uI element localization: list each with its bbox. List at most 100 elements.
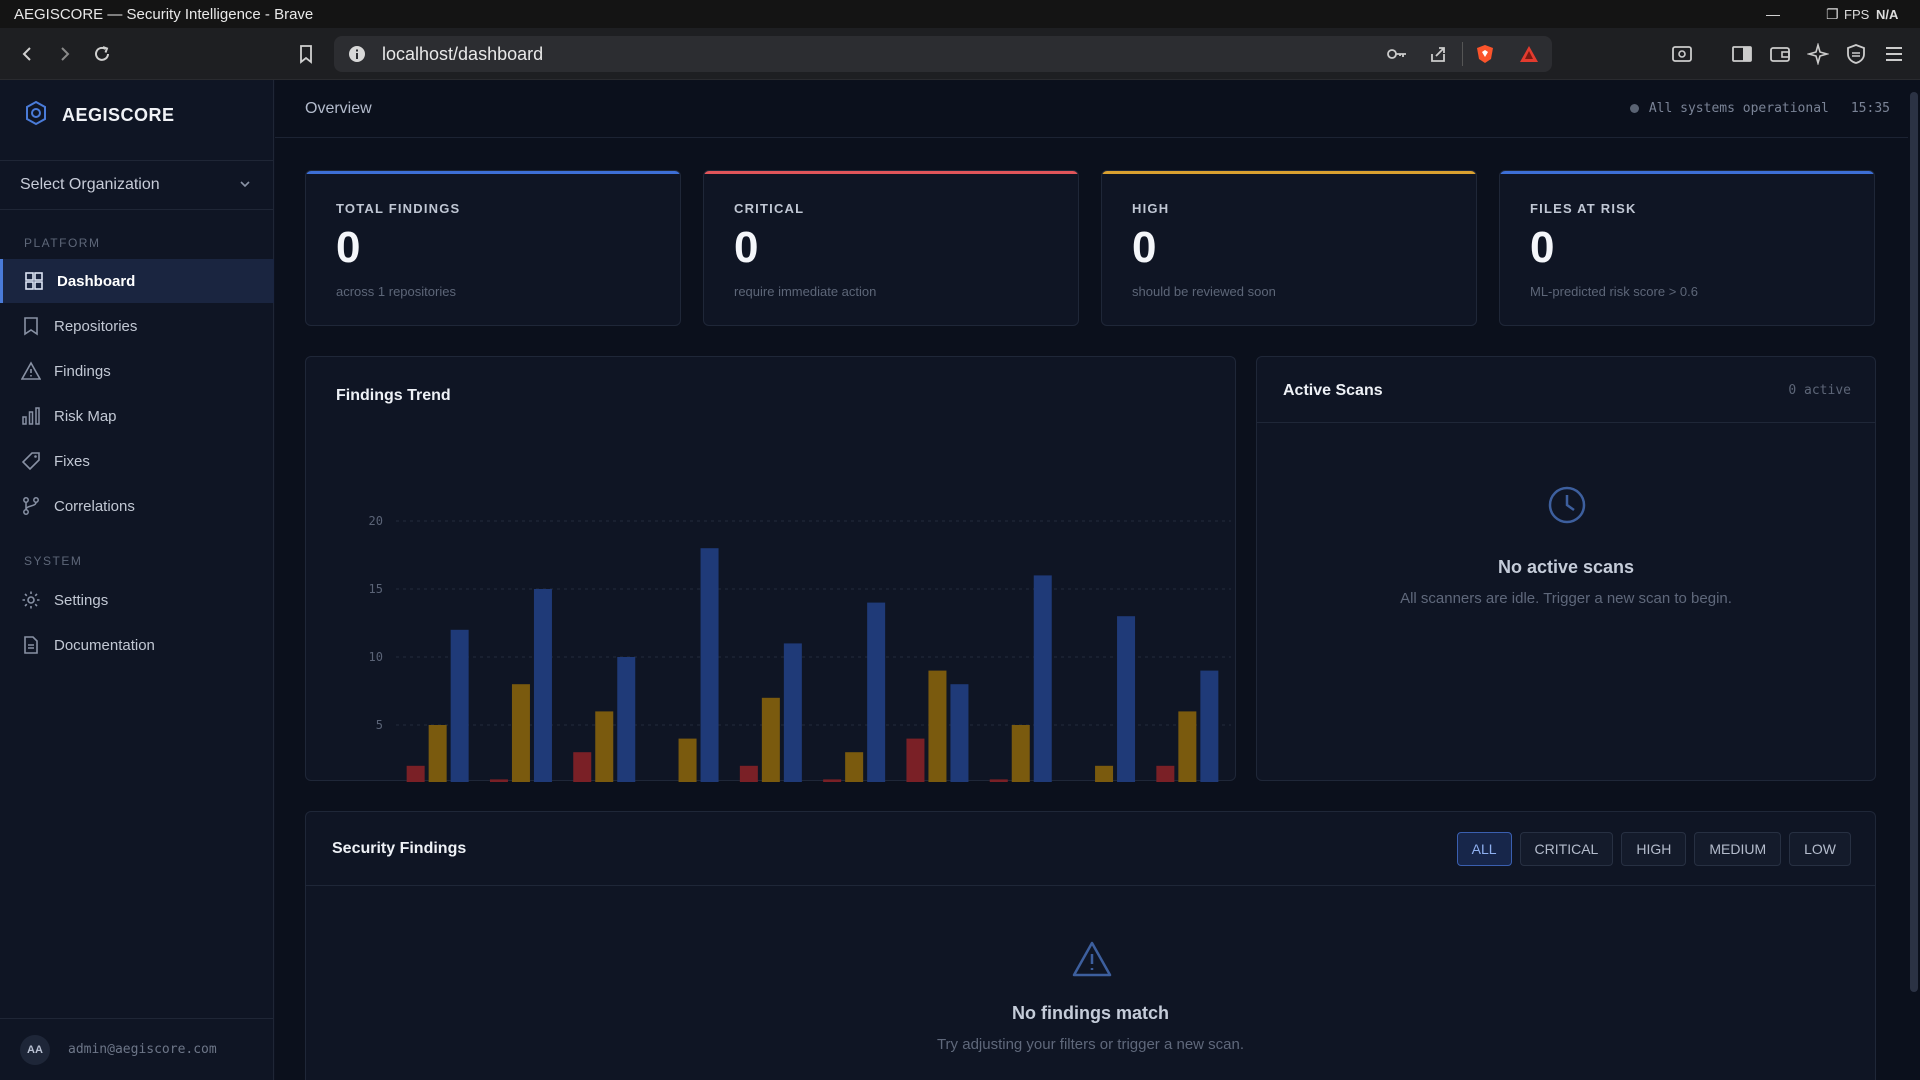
sidebar-item-repositories[interactable]: Repositories (0, 304, 274, 348)
bar[interactable] (1156, 765, 1175, 782)
user-email: admin@aegiscore.com (68, 1042, 217, 1057)
bar[interactable] (428, 725, 447, 782)
filter-low-button[interactable]: LOW (1789, 832, 1851, 866)
fps-value: N/A (1876, 6, 1899, 22)
bar[interactable] (989, 779, 1008, 782)
bar[interactable] (573, 752, 592, 782)
filter-all-button[interactable]: ALL (1456, 832, 1512, 866)
sidebar-item-label: Risk Map (54, 407, 117, 425)
bar[interactable] (928, 670, 947, 782)
filter-high-button[interactable]: HIGH (1621, 832, 1687, 866)
bar[interactable] (783, 643, 802, 782)
leo-icon[interactable] (1802, 38, 1834, 70)
bar[interactable] (1095, 765, 1114, 782)
bar[interactable] (739, 765, 758, 782)
stat-label: FILES AT RISK (1530, 201, 1637, 216)
sidebar-item-risk-map[interactable]: Risk Map (0, 394, 274, 438)
url-text[interactable]: localhost/dashboard (382, 43, 544, 64)
reader-icon[interactable] (1666, 38, 1698, 70)
bar[interactable] (678, 738, 697, 782)
org-select[interactable]: Select Organization (0, 160, 274, 210)
stat-accent (704, 171, 1078, 174)
bar[interactable] (823, 779, 842, 782)
sidebar-item-settings[interactable]: Settings (0, 578, 274, 622)
bar[interactable] (867, 602, 886, 782)
filter-medium-button[interactable]: MEDIUM (1694, 832, 1782, 866)
security-findings-title: Security Findings (332, 840, 467, 857)
wallet-icon[interactable] (1764, 38, 1796, 70)
stat-accent (1500, 171, 1874, 174)
stat-value: 0 (1132, 223, 1157, 272)
bar[interactable] (1033, 575, 1052, 782)
address-bar[interactable]: localhost/dashboard (334, 36, 1552, 72)
bar[interactable] (533, 589, 552, 782)
bar[interactable] (511, 684, 530, 782)
info-icon[interactable] (348, 45, 366, 68)
vpn-icon[interactable] (1840, 38, 1872, 70)
bar[interactable] (617, 657, 636, 782)
stat-value: 0 (1530, 223, 1555, 272)
brand[interactable]: AEGISCORE (24, 100, 175, 131)
reload-icon[interactable] (86, 38, 118, 70)
brand-name: AEGISCORE (62, 105, 175, 125)
stat-card-critical: CRITICAL 0 require immediate action (703, 170, 1079, 326)
sidebar: AEGISCORE Select Organization PLATFORM D… (0, 80, 274, 1080)
stat-card-high: HIGH 0 should be reviewed soon (1101, 170, 1477, 326)
user-profile[interactable]: AA admin@aegiscore.com (0, 1018, 274, 1080)
share-icon[interactable] (1428, 44, 1448, 69)
y-tick-label: 15 (369, 582, 383, 596)
sidebar-item-fixes[interactable]: Fixes (0, 439, 274, 483)
sidebar-item-label: Settings (54, 591, 109, 609)
sidebar-item-label: Documentation (54, 636, 155, 654)
brave-rewards-icon[interactable] (1518, 44, 1540, 69)
bar[interactable] (906, 738, 925, 782)
warning-icon (1071, 940, 1113, 983)
y-tick-label: 20 (369, 514, 383, 528)
stat-sub: across 1 repositories (336, 284, 456, 299)
stat-label: HIGH (1132, 201, 1170, 216)
bar[interactable] (950, 684, 969, 782)
findings-empty-sub: Try adjusting your filters or trigger a … (936, 1036, 1245, 1053)
brave-shield-icon[interactable] (1474, 43, 1496, 70)
bookmark-icon[interactable] (290, 38, 322, 70)
bar[interactable] (700, 548, 719, 782)
active-scans-empty-sub: All scanners are idle. Trigger a new sca… (1400, 590, 1732, 607)
sidebar-item-label: Correlations (54, 497, 135, 515)
grid-icon (24, 271, 44, 291)
bar[interactable] (1178, 711, 1197, 782)
fps-label: FPS (1844, 6, 1870, 22)
sidebar-item-dashboard[interactable]: Dashboard (0, 259, 274, 303)
back-icon[interactable] (12, 38, 44, 70)
bar[interactable] (761, 697, 780, 782)
menu-icon[interactable] (1878, 38, 1910, 70)
sidebar-item-correlations[interactable]: Correlations (0, 484, 274, 528)
findings-trend-card: Findings Trend 05101520Scan 1Scan 2Scan … (305, 356, 1236, 782)
scrollbar-thumb[interactable] (1910, 92, 1918, 992)
restore-icon[interactable]: ❐ (1826, 5, 1839, 22)
stat-value: 0 (336, 223, 361, 272)
card-divider (306, 885, 1875, 886)
bar[interactable] (489, 779, 508, 782)
sidebar-icon[interactable] (1726, 38, 1758, 70)
key-icon[interactable] (1386, 45, 1408, 68)
bar[interactable] (450, 629, 469, 782)
active-scans-empty-title: No active scans (1497, 557, 1635, 577)
tag-icon (21, 451, 41, 471)
bar[interactable] (595, 711, 614, 782)
filter-critical-button[interactable]: CRITICAL (1519, 832, 1614, 866)
bar[interactable] (406, 765, 425, 782)
scrollbar[interactable] (1908, 80, 1920, 1080)
bar[interactable] (1117, 616, 1136, 782)
security-findings-card: Security Findings ALL CRITICAL HIGH MEDI… (305, 811, 1876, 1080)
bar[interactable] (1011, 725, 1030, 782)
status-dot-icon (1629, 104, 1639, 113)
forward-icon[interactable] (48, 38, 80, 70)
bar[interactable] (845, 752, 864, 782)
window-title: AEGISCORE — Security Intelligence - Brav… (14, 5, 314, 23)
sidebar-item-documentation[interactable]: Documentation (0, 623, 274, 667)
active-scans-title: Active Scans (1283, 382, 1383, 399)
minimize-icon[interactable]: — (1766, 6, 1780, 22)
sidebar-item-findings[interactable]: Findings (0, 349, 274, 393)
document-icon (21, 635, 41, 655)
bar[interactable] (1200, 670, 1219, 782)
